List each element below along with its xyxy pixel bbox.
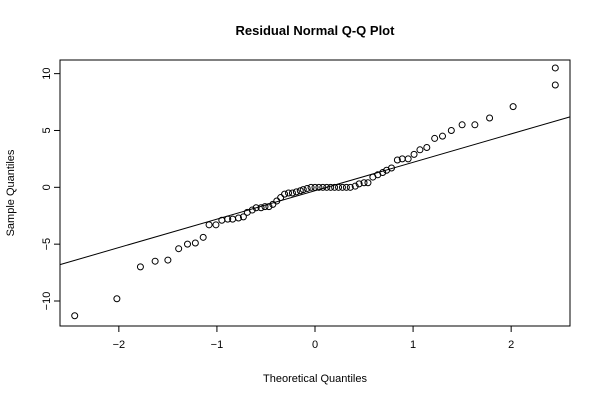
data-point: [248, 206, 256, 214]
data-point: [486, 114, 494, 122]
data-point: [184, 240, 191, 248]
plot-frame: [59, 59, 571, 327]
y-tick-label: 0: [41, 184, 53, 190]
data-point: [252, 204, 260, 212]
data-point: [416, 146, 424, 154]
data-point: [346, 183, 354, 191]
data-point: [471, 121, 479, 129]
data-point: [404, 155, 412, 163]
data-point: [299, 186, 307, 194]
x-tick-label: 0: [312, 339, 318, 351]
x-tick-label: −1: [211, 339, 224, 351]
data-point: [360, 179, 368, 187]
data-point: [303, 184, 311, 192]
data-point: [355, 180, 363, 188]
data-point: [338, 183, 346, 191]
data-point: [335, 183, 343, 191]
data-point: [379, 169, 387, 177]
data-point: [331, 183, 339, 191]
data-point: [315, 183, 323, 191]
data-point: [285, 189, 293, 197]
data-points: [71, 64, 559, 320]
x-tick-label: 2: [508, 339, 514, 351]
y-tick-label: −5: [41, 238, 53, 251]
y-axis-label: Sample Quantiles: [5, 149, 17, 236]
data-point: [410, 150, 418, 158]
data-point: [509, 103, 517, 111]
y-tick-label: 10: [41, 68, 53, 80]
data-point: [164, 256, 172, 264]
data-point: [239, 213, 247, 221]
data-point: [199, 233, 207, 241]
data-point: [551, 64, 559, 72]
data-point: [257, 204, 265, 212]
data-point: [307, 183, 315, 191]
data-point: [327, 183, 335, 191]
data-point: [261, 203, 269, 211]
data-point: [342, 183, 350, 191]
data-point: [224, 215, 232, 223]
data-point: [319, 183, 327, 191]
data-point: [364, 179, 372, 187]
y-axis: −10 −5 0 5 10: [41, 68, 61, 311]
data-point: [423, 144, 431, 152]
chart-title: Residual Normal Q-Q Plot: [236, 23, 396, 38]
data-point: [439, 132, 446, 140]
data-point: [235, 214, 242, 222]
x-tick-label: 1: [410, 339, 416, 351]
data-point: [281, 190, 289, 198]
data-point: [288, 189, 296, 197]
data-point: [388, 164, 395, 172]
data-point: [71, 312, 79, 320]
data-point: [113, 295, 121, 303]
data-point: [277, 194, 285, 202]
data-point: [151, 257, 159, 265]
x-axis-label: Theoretical Quantiles: [263, 373, 367, 385]
data-point: [292, 188, 300, 196]
data-point: [393, 156, 401, 164]
data-point: [351, 182, 359, 190]
data-point: [205, 221, 213, 229]
data-point: [431, 134, 439, 142]
data-point: [323, 183, 331, 191]
data-point: [458, 121, 466, 129]
data-point: [136, 263, 144, 271]
x-tick-label: −2: [113, 339, 126, 351]
data-point: [191, 239, 199, 247]
data-point: [311, 183, 319, 191]
data-point: [212, 221, 220, 229]
data-point: [175, 245, 183, 253]
data-point: [447, 126, 455, 134]
data-point: [265, 203, 273, 211]
data-point: [551, 81, 559, 89]
data-point: [273, 197, 281, 205]
x-axis: −2 −1 0 1 2: [113, 325, 514, 351]
y-tick-label: −10: [41, 292, 53, 311]
y-tick-label: 5: [41, 127, 53, 133]
data-point: [269, 200, 277, 208]
